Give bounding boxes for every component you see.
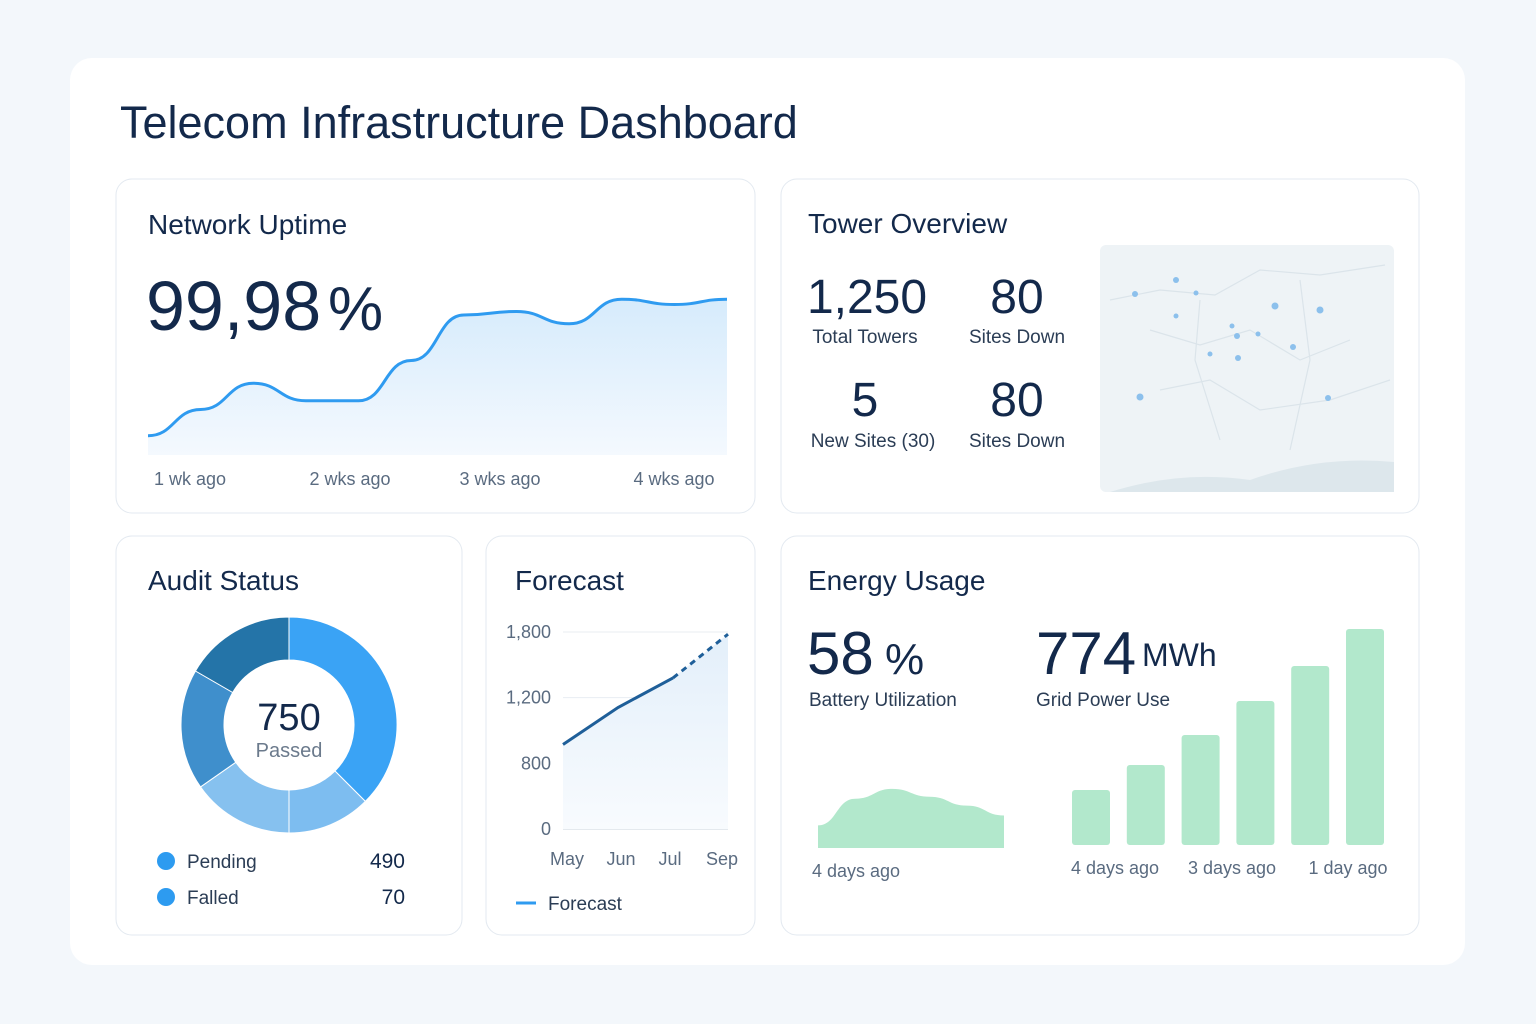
line [147,297,728,438]
panel-title: Network Uptime [148,209,347,240]
panel-title: Forecast [515,565,624,596]
x-tick-label: Sep [706,849,738,869]
x-tick-label: 3 days ago [1188,858,1276,878]
bar [1126,765,1165,845]
kpi-unit: % [885,635,924,684]
y-tick-label: 1,800 [506,622,551,642]
x-tick-label: Jun [606,849,635,869]
donut-segment [194,616,290,694]
legend-dot [157,888,175,906]
panel-title: Energy Usage [808,565,985,596]
legend-label: Falled [187,888,239,909]
legend-label: Forecast [548,894,623,915]
line [562,676,674,746]
x-tick-label: 4 days ago [812,861,900,881]
kpi-label: Battery Utilization [809,690,957,711]
kpi-value: 58 [807,620,874,687]
panel [115,535,463,936]
bar [1291,666,1330,845]
x-tick-label: 3 wks ago [459,469,540,489]
stat-value: 80 [990,374,1043,427]
legend-value: 490 [370,850,405,873]
stat-value: 80 [990,271,1043,324]
donut-label: Passed [256,740,323,762]
legend-dot [157,852,175,870]
area-fill [563,634,728,829]
dashboard-title: Telecom Infrastructure Dashboard [120,97,798,148]
x-tick-label: 4 wks ago [633,469,714,489]
legend-label: Pending [187,852,257,873]
y-tick-label: 1,200 [506,688,551,708]
donut [180,616,398,834]
bar [1072,790,1110,845]
kpi-value: 99,98 [146,267,321,345]
kpi-unit: % [328,275,383,344]
stat-label: Sites Down [969,327,1065,348]
x-tick-label: Jul [658,849,681,869]
area-fill [148,299,727,455]
bar [1236,701,1275,845]
kpi-unit: MWh [1142,637,1217,673]
x-tick-label: 4 days ago [1071,858,1159,878]
y-tick-label: 0 [541,819,551,839]
panel-title: Audit Status [148,565,299,596]
x-tick-label: May [550,849,584,869]
legend-value: 70 [382,886,405,909]
kpi-label: Grid Power Use [1036,690,1170,711]
x-tick-label: 2 wks ago [309,469,390,489]
stat-value: 5 [852,374,879,427]
bar [1346,629,1384,845]
bar [1181,735,1220,845]
donut-value: 750 [257,697,320,739]
kpi-value: 774 [1036,620,1136,687]
y-tick-label: 800 [521,753,551,773]
x-tick-label: 1 day ago [1308,858,1387,878]
panel-title: Tower Overview [808,208,1008,239]
area-fill [818,788,1004,848]
stat-value: 1,250 [807,271,927,324]
x-tick-label: 1 wk ago [154,469,226,489]
donut-segment [288,616,398,803]
forecast-line [672,633,729,680]
stat-label: New Sites (30) [811,431,936,452]
map [1100,245,1394,492]
stat-label: Total Towers [812,327,917,348]
stat-label: Sites Down [969,431,1065,452]
